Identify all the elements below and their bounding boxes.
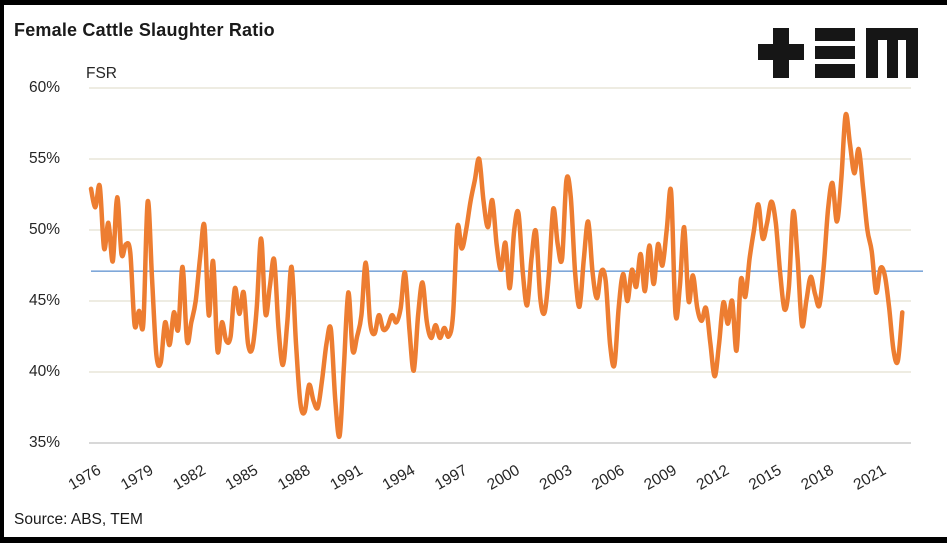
y-tick-label: 60% bbox=[28, 79, 60, 96]
y-tick-label: 35% bbox=[28, 434, 60, 451]
x-tick-label: 1997 bbox=[432, 462, 470, 494]
gridlines bbox=[89, 87, 911, 444]
x-tick-label: 1985 bbox=[223, 462, 261, 494]
y-axis-title: FSR bbox=[86, 65, 117, 82]
x-tick-label: 2003 bbox=[537, 462, 575, 494]
x-tick-label: 2015 bbox=[746, 462, 784, 494]
x-tick-label: 1991 bbox=[327, 462, 365, 494]
y-tick-label: 45% bbox=[28, 292, 60, 309]
x-tick-label: 1994 bbox=[380, 462, 419, 494]
y-tick-label: 55% bbox=[28, 150, 60, 167]
y-tick-label: 40% bbox=[28, 363, 60, 380]
x-tick-label: 1988 bbox=[275, 462, 313, 494]
x-tick-label: 1979 bbox=[118, 462, 156, 494]
fsr-line bbox=[88, 111, 905, 440]
tem-logo-icon bbox=[758, 28, 918, 78]
x-tick-label: 2006 bbox=[589, 462, 627, 494]
x-tick-label: 2000 bbox=[484, 462, 523, 494]
fsr-series-line bbox=[88, 111, 905, 440]
x-tick-label: 1976 bbox=[66, 462, 104, 494]
x-axis-labels: 1976 1979 1982 1985 1988 1991 1994 1997 2000 2003… bbox=[66, 462, 889, 494]
x-tick-label: 1982 bbox=[170, 462, 208, 494]
x-tick-label: 2018 bbox=[798, 462, 836, 494]
x-tick-label: 2009 bbox=[641, 462, 679, 494]
fsr-line-chart: 1976 1979 1982 1985 1988 1991 1994 1997 2000 2003… bbox=[66, 87, 923, 494]
chart-title: Female Cattle Slaughter Ratio bbox=[14, 20, 275, 40]
x-tick-label: 2012 bbox=[694, 462, 732, 494]
x-tick-label: 2021 bbox=[851, 462, 889, 494]
source-note: Source: ABS, TEM bbox=[14, 511, 143, 528]
y-tick-label: 50% bbox=[28, 221, 60, 238]
